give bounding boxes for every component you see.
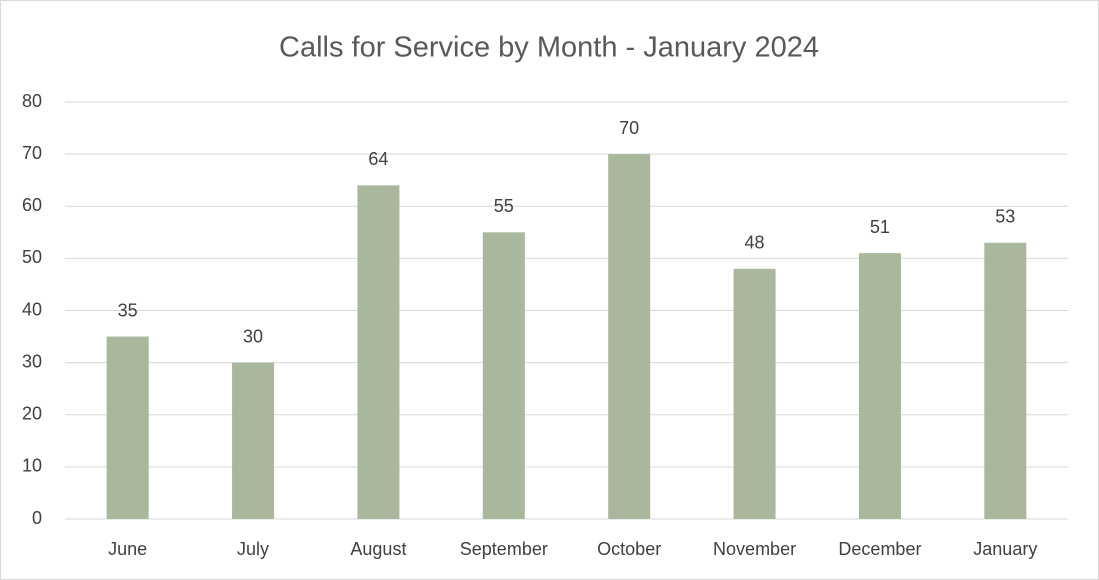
bar [482,232,525,519]
y-tick-label: 10 [22,456,42,476]
data-label: 48 [745,233,765,253]
data-label: 53 [995,206,1015,226]
data-label: 35 [118,300,138,320]
bar [733,268,776,519]
y-tick-label: 60 [22,195,42,215]
y-tick-label: 0 [32,508,42,528]
bar [106,336,149,519]
x-tick-label: July [237,539,269,559]
data-label: 30 [243,326,263,346]
y-tick-label: 30 [22,351,42,371]
x-tick-label: December [838,539,921,559]
y-tick-label: 20 [22,404,42,424]
data-label: 64 [368,149,388,169]
bar [984,242,1027,520]
y-tick-label: 40 [22,299,42,319]
y-tick-label: 50 [22,247,42,267]
data-label: 70 [619,118,639,138]
bar [232,362,275,519]
data-label: 55 [494,196,514,216]
bar [858,253,901,519]
x-tick-label: October [597,539,661,559]
bar [357,185,400,519]
x-tick-label: June [108,539,147,559]
bar [608,154,651,519]
y-tick-label: 80 [22,91,42,111]
y-tick-label: 70 [22,143,42,163]
x-tick-label: January [973,539,1037,559]
chart-title: Calls for Service by Month - January 202… [279,32,819,64]
data-label: 51 [870,217,890,237]
x-tick-label: August [350,539,406,559]
x-tick-label: November [713,539,796,559]
x-tick-label: September [460,539,548,559]
